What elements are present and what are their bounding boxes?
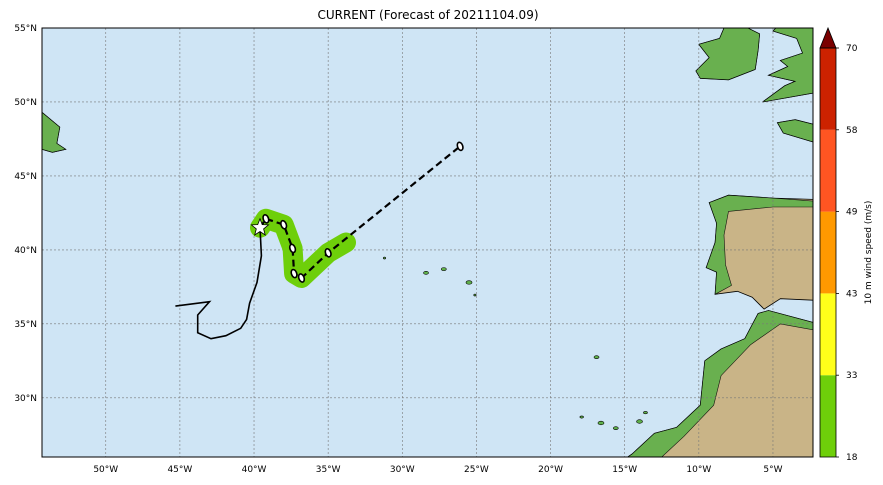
colorbar-tick-label: 18	[846, 453, 858, 463]
past-track-line	[175, 227, 263, 340]
lat-tick-label: 40°N	[14, 246, 37, 256]
iberia-coast-green	[705, 194, 813, 295]
island-azores-santamaria	[473, 293, 477, 297]
colorbar-segment	[820, 129, 836, 212]
colorbar-tick-label: 70	[846, 44, 858, 54]
forecast-point-icon	[290, 268, 298, 279]
longitude-ticks: 50°W 45°W 40°W 35°W 30°W 25°W 20°W 15°W 10°W 5°W	[93, 465, 782, 475]
lon-tick-label: 45°W	[167, 465, 192, 475]
colorbar: 18 33 43 49 58 70 10 m wind speed (m/s)	[819, 26, 874, 463]
island-madeira	[593, 355, 600, 359]
colorbar-segment	[820, 48, 836, 130]
latitude-ticks: 55°N 50°N 45°N 40°N 35°N 30°N	[14, 24, 37, 404]
lat-tick-label: 55°N	[14, 24, 37, 34]
lon-tick-label: 5°W	[763, 465, 782, 475]
lat-tick-label: 30°N	[14, 394, 37, 404]
island-canary-tenerife	[597, 420, 605, 426]
island-azores-flores	[383, 256, 387, 260]
island-azores-pico	[423, 271, 429, 275]
colorbar-extend-arrow	[819, 26, 837, 49]
colorbar-label: 10 m wind speed (m/s)	[864, 201, 874, 305]
newfoundland-green	[42, 111, 67, 153]
land-masses	[42, 28, 813, 457]
colorbar-tick-label: 33	[846, 371, 857, 381]
island-canary-grancanaria	[613, 426, 619, 430]
storm-track	[175, 141, 464, 340]
lat-tick-label: 35°N	[14, 320, 37, 330]
island-canary-fuerteventura	[636, 419, 643, 424]
colorbar-segment	[820, 211, 836, 294]
lon-tick-label: 50°W	[93, 465, 118, 475]
lon-tick-label: 30°W	[390, 465, 415, 475]
graticule	[42, 28, 813, 457]
island-azores-saomiguel	[465, 280, 473, 285]
ocean	[42, 28, 813, 457]
forecast-point-icon	[456, 141, 464, 152]
island-canary-lanzarote	[643, 411, 648, 415]
lon-tick-label: 10°W	[686, 465, 711, 475]
forecast-point-icon	[280, 219, 288, 230]
ireland-green	[695, 28, 760, 81]
colorbar-tick-label: 58	[846, 126, 858, 136]
island-azores-terceira	[441, 267, 447, 271]
forecast-point-icon	[262, 213, 270, 224]
forecast-point-icon	[297, 273, 306, 283]
colorbar-tick-label: 43	[846, 289, 857, 299]
lon-tick-label: 40°W	[242, 465, 267, 475]
colorbar-segment	[820, 293, 836, 376]
map-title: CURRENT (Forecast of 20211104.09)	[317, 8, 539, 22]
map-frame	[41, 27, 814, 458]
lat-tick-label: 50°N	[14, 98, 37, 108]
star-icon	[250, 217, 270, 236]
britain-green	[762, 28, 813, 103]
lon-tick-label: 35°W	[316, 465, 341, 475]
brittany-green	[776, 119, 813, 143]
lon-tick-label: 15°W	[612, 465, 637, 475]
forecast-point-icon	[324, 248, 332, 258]
lat-tick-label: 45°N	[14, 172, 37, 182]
colorbar-tick-label: 49	[846, 208, 858, 218]
island-canary-lapalma	[579, 415, 584, 419]
colorbar-segment	[820, 375, 836, 457]
forecast-point-icon	[288, 243, 297, 254]
lon-tick-label: 25°W	[464, 465, 489, 475]
lon-tick-label: 20°W	[538, 465, 563, 475]
colorbar-frame	[819, 47, 837, 458]
africa-coast-green	[627, 310, 813, 457]
